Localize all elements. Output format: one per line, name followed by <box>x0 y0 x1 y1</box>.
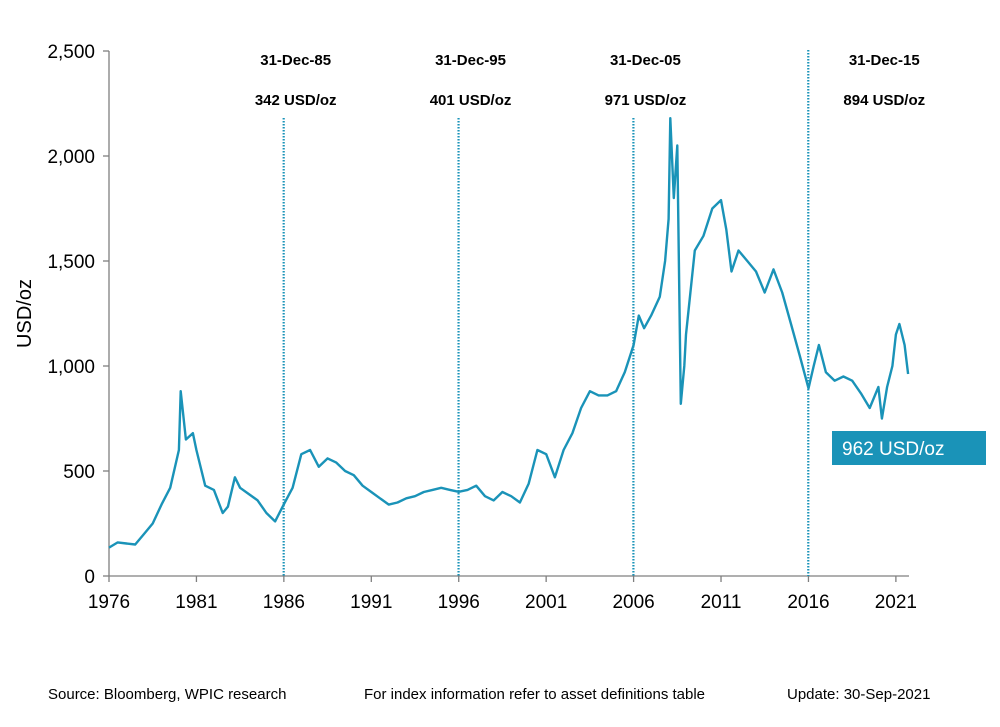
y-tick-label: 2,500 <box>47 42 95 63</box>
x-tick-label: 2016 <box>787 592 829 613</box>
callout-label: 962 USD/oz <box>842 439 944 460</box>
x-tick-label: 2006 <box>612 592 654 613</box>
annotation-value: 342 USD/oz <box>255 92 337 109</box>
footer-update: Update: 30-Sep-2021 <box>787 686 931 703</box>
y-tick-label: 500 <box>63 462 95 483</box>
x-tick-label: 2011 <box>701 592 742 613</box>
y-tick-label: 2,000 <box>47 147 95 168</box>
x-tick-label: 1981 <box>175 592 217 613</box>
annotation-value: 971 USD/oz <box>605 92 687 109</box>
x-tick-label: 1991 <box>350 592 392 613</box>
y-tick-label: 0 <box>84 567 95 588</box>
series-layer <box>108 116 910 549</box>
price-line <box>108 116 910 549</box>
x-tick-label: 1976 <box>88 592 130 613</box>
footer-note: For index information refer to asset def… <box>364 686 706 703</box>
annotation-date: 31-Dec-15 <box>849 52 920 69</box>
annotations: 31-Dec-85 342 USD/oz 31-Dec-95 401 USD/oz 31… <box>255 52 925 109</box>
annotation-date: 31-Dec-85 <box>260 52 331 69</box>
footer-source: Source: Bloomberg, WPIC research <box>48 686 287 703</box>
value-callout: 962 USD/oz <box>832 431 986 465</box>
y-tick-label: 1,000 <box>47 357 95 378</box>
x-tick-label: 1996 <box>438 592 480 613</box>
callout-box <box>832 431 986 465</box>
x-tick-label: 1986 <box>263 592 305 613</box>
annotation-date: 31-Dec-95 <box>435 52 506 69</box>
x-tick-label: 2001 <box>525 592 567 613</box>
annotation-date: 31-Dec-05 <box>610 52 681 69</box>
annotation-value: 401 USD/oz <box>430 92 512 109</box>
y-axis-title: USD/oz <box>14 279 36 348</box>
y-tick-label: 1,500 <box>47 252 95 273</box>
x-tick-label: 2021 <box>875 592 917 613</box>
reference-lines <box>282 50 810 576</box>
chart-canvas: 0 500 1,000 1,500 2,000 2,500 1976 1981 1986 1991… <box>14 42 986 613</box>
annotation-value: 894 USD/oz <box>843 92 925 109</box>
axes: 0 500 1,000 1,500 2,000 2,500 1976 1981 1986 1991… <box>14 42 917 613</box>
